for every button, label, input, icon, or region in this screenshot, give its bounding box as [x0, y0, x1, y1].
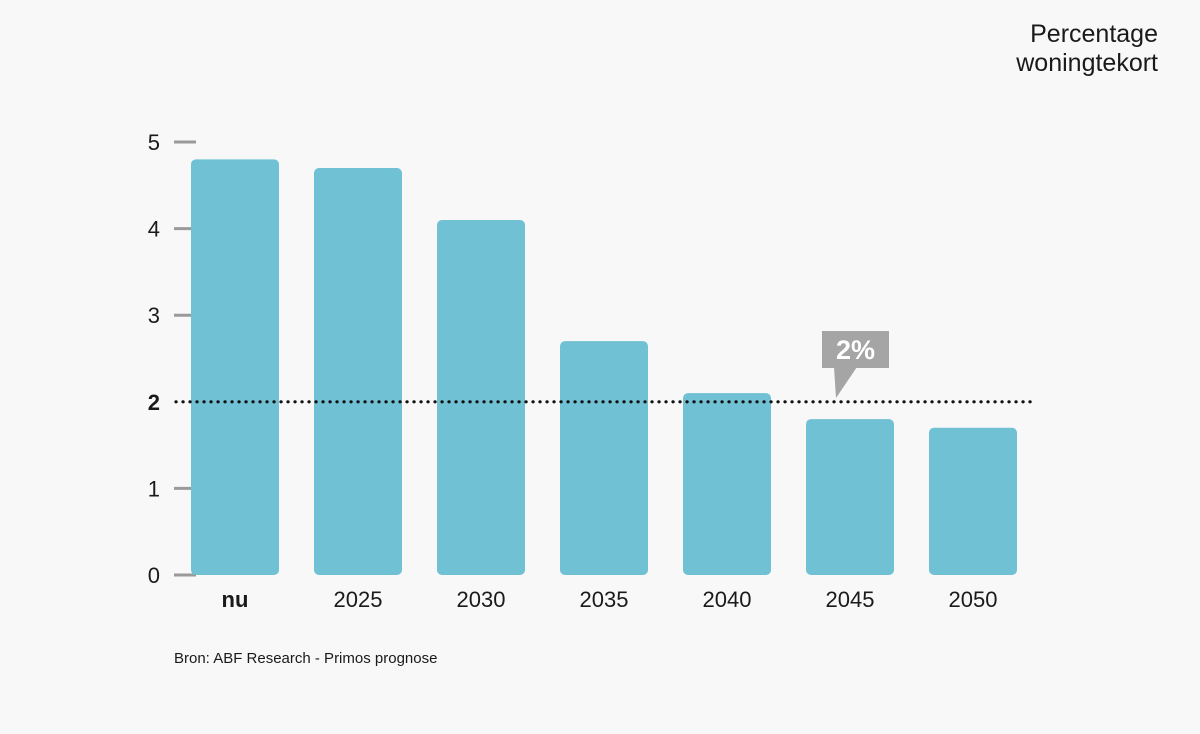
callout-group: 2%	[822, 331, 889, 398]
bar-2040	[683, 393, 771, 575]
x-tick-label: 2035	[580, 587, 629, 612]
bar-2035	[560, 341, 648, 575]
x-tick-label: 2025	[334, 587, 383, 612]
callout-pointer	[834, 367, 857, 398]
chart-title-line-2: woningtekort	[1015, 49, 1158, 77]
bars	[191, 159, 1017, 576]
x-tick-label: 2045	[826, 587, 875, 612]
y-tick-label: 2	[148, 390, 160, 415]
y-axis: 0 1 2 3 4 5	[148, 130, 196, 588]
y-tick-label: 0	[148, 563, 160, 588]
bar-2045	[806, 419, 894, 575]
x-axis: nu 2025 2030 2035 2040 2045 2050	[222, 587, 998, 612]
y-tick-label: 5	[148, 130, 160, 155]
callout-box	[822, 331, 889, 368]
bar-2025	[314, 167, 402, 576]
y-tick-label: 1	[148, 476, 160, 501]
bar-2030	[437, 219, 525, 575]
chart-title-line-1: Percentage	[1030, 20, 1158, 48]
source-note: Bron: ABF Research - Primos prognose	[174, 650, 437, 667]
y-tick-label: 4	[148, 217, 160, 242]
bar-nu	[191, 159, 279, 575]
x-tick-label: nu	[222, 587, 249, 612]
y-tick-label: 3	[148, 303, 160, 328]
x-tick-label: 2040	[703, 587, 752, 612]
bar-2050	[929, 427, 1017, 575]
x-tick-label: 2030	[457, 587, 506, 612]
callout-label: 2%	[836, 335, 875, 365]
x-tick-label: 2050	[949, 587, 998, 612]
